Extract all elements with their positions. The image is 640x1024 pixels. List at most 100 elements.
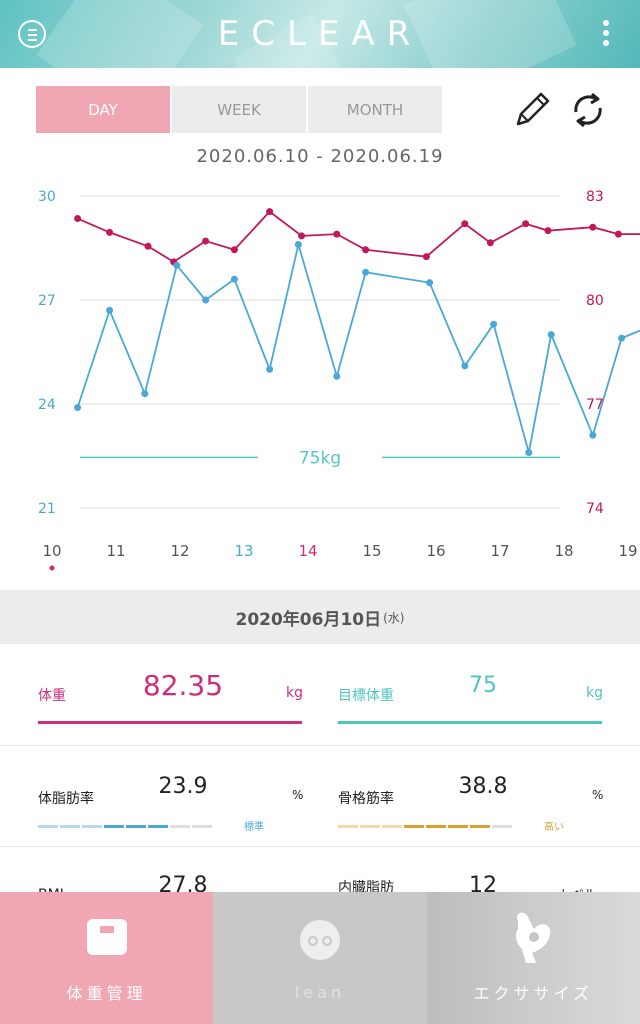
data-point [333,230,341,238]
data-point [461,362,469,370]
data-point [589,431,597,439]
data-point [106,306,114,314]
x-axis-tick: 13 [234,542,253,560]
muscle-level: 高い [544,822,564,833]
period-tabs: DAY WEEK MONTH [36,86,442,133]
target-weight-label: 目標体重 [338,688,394,704]
data-point [333,372,341,380]
app-logo: ECLEAR [217,14,423,54]
selected-date: 2020年06月10日 [235,609,382,630]
nav-weight[interactable]: 体重管理 [0,892,214,1024]
target-weight-unit: kg [586,685,603,701]
bottom-nav: 体重管理 lean エクササイズ [0,892,640,1024]
level-segment [382,825,402,828]
left-axis-tick: 27 [38,293,56,309]
level-segment [448,825,468,828]
body-fat-level: 標準 [244,822,264,833]
data-point [486,239,494,247]
more-vertical-icon[interactable] [600,20,612,54]
level-segment [338,825,358,828]
exercise-hand-icon [508,912,558,963]
data-point [202,296,210,304]
data-point [141,390,149,398]
scale-icon [85,912,129,962]
data-point [362,268,370,276]
x-axis-tick: 18 [554,542,573,560]
data-point [230,246,238,254]
data-point [106,228,114,236]
data-point [422,253,430,261]
level-segment [60,825,80,828]
selected-day-dot [49,565,55,571]
weight-value: 82.35 [142,669,224,702]
body-fat-label: 体脂肪率 [38,791,94,807]
muscle-label: 骨格筋率 [338,791,394,807]
selected-date-bar: 2020年06月10日 (水) [0,590,640,644]
nav-exercise[interactable]: エクササイズ [426,892,640,1024]
data-point [74,403,82,411]
x-axis-tick: 14 [298,542,317,560]
weight-chart: 30 83 27 80 24 77 21 74 75kg 10 11 12 13 14 15 16 17 18 19 [38,189,640,571]
date-range: 2020.06.10 - 2020.06.19 [196,146,444,167]
muscle-metric[interactable]: 骨格筋率 38.8 % 高い [338,746,604,846]
level-segment [82,825,102,828]
x-axis-tick: 16 [426,542,445,560]
x-axis-tick: 12 [170,542,189,560]
level-segment [426,825,446,828]
target-weight-underline [338,721,602,724]
lean-face-icon [298,915,342,965]
data-point [230,275,238,283]
pencil-icon[interactable] [512,90,552,130]
weight-metric[interactable]: 体重 82.35 kg [38,645,303,745]
x-axis-tick: 19 [618,542,637,560]
data-point [202,237,210,245]
body-fat-level-bar [38,825,238,828]
weight-underline [38,721,302,724]
data-point [461,220,469,228]
level-segment [148,825,168,828]
x-axis-tick: 15 [362,542,381,560]
level-segment [170,825,190,828]
right-axis-tick: 80 [586,293,604,309]
tab-week[interactable]: WEEK [172,86,306,133]
x-axis-tick: 17 [490,542,509,560]
muscle-value: 38.8 [458,774,508,799]
data-point [522,220,530,228]
menu-circle-icon[interactable] [18,20,46,48]
weight-row: 体重 82.35 kg 目標体重 75 kg [0,645,640,746]
data-point [426,279,434,287]
data-point [547,331,555,339]
app-header: ECLEAR [0,0,640,68]
level-segment [192,825,212,828]
right-axis-tick: 74 [586,501,604,517]
data-point [298,232,306,240]
data-point [74,215,82,223]
nav-exercise-label: エクササイズ [473,984,594,1003]
body-fat-value: 23.9 [158,774,208,799]
tab-day[interactable]: DAY [36,86,170,133]
muscle-level-bar [338,825,538,828]
data-point [294,241,302,249]
selected-weekday: (水) [383,610,405,625]
data-point [614,230,622,238]
body-fat-metric[interactable]: 体脂肪率 23.9 % 標準 [38,746,304,846]
composition-row: 体脂肪率 23.9 % 標準 骨格筋率 38.8 % 高い [0,746,640,847]
tab-month[interactable]: MONTH [308,86,442,133]
nav-lean[interactable]: lean [213,892,427,1024]
data-point [544,227,552,235]
data-point [266,208,274,216]
left-axis-tick: 24 [38,397,56,413]
muscle-unit: % [592,788,604,802]
data-point [173,261,181,269]
data-point [362,246,370,254]
data-point [144,242,152,250]
left-axis-tick: 21 [38,501,56,517]
refresh-icon[interactable] [568,90,608,130]
nav-lean-label: lean [294,982,346,1002]
body-fat-unit: % [292,788,304,802]
data-point [490,320,498,328]
series-line [76,240,640,453]
level-segment [404,825,424,828]
nav-weight-label: 体重管理 [66,984,147,1003]
target-weight-metric[interactable]: 目標体重 75 kg [338,645,603,745]
